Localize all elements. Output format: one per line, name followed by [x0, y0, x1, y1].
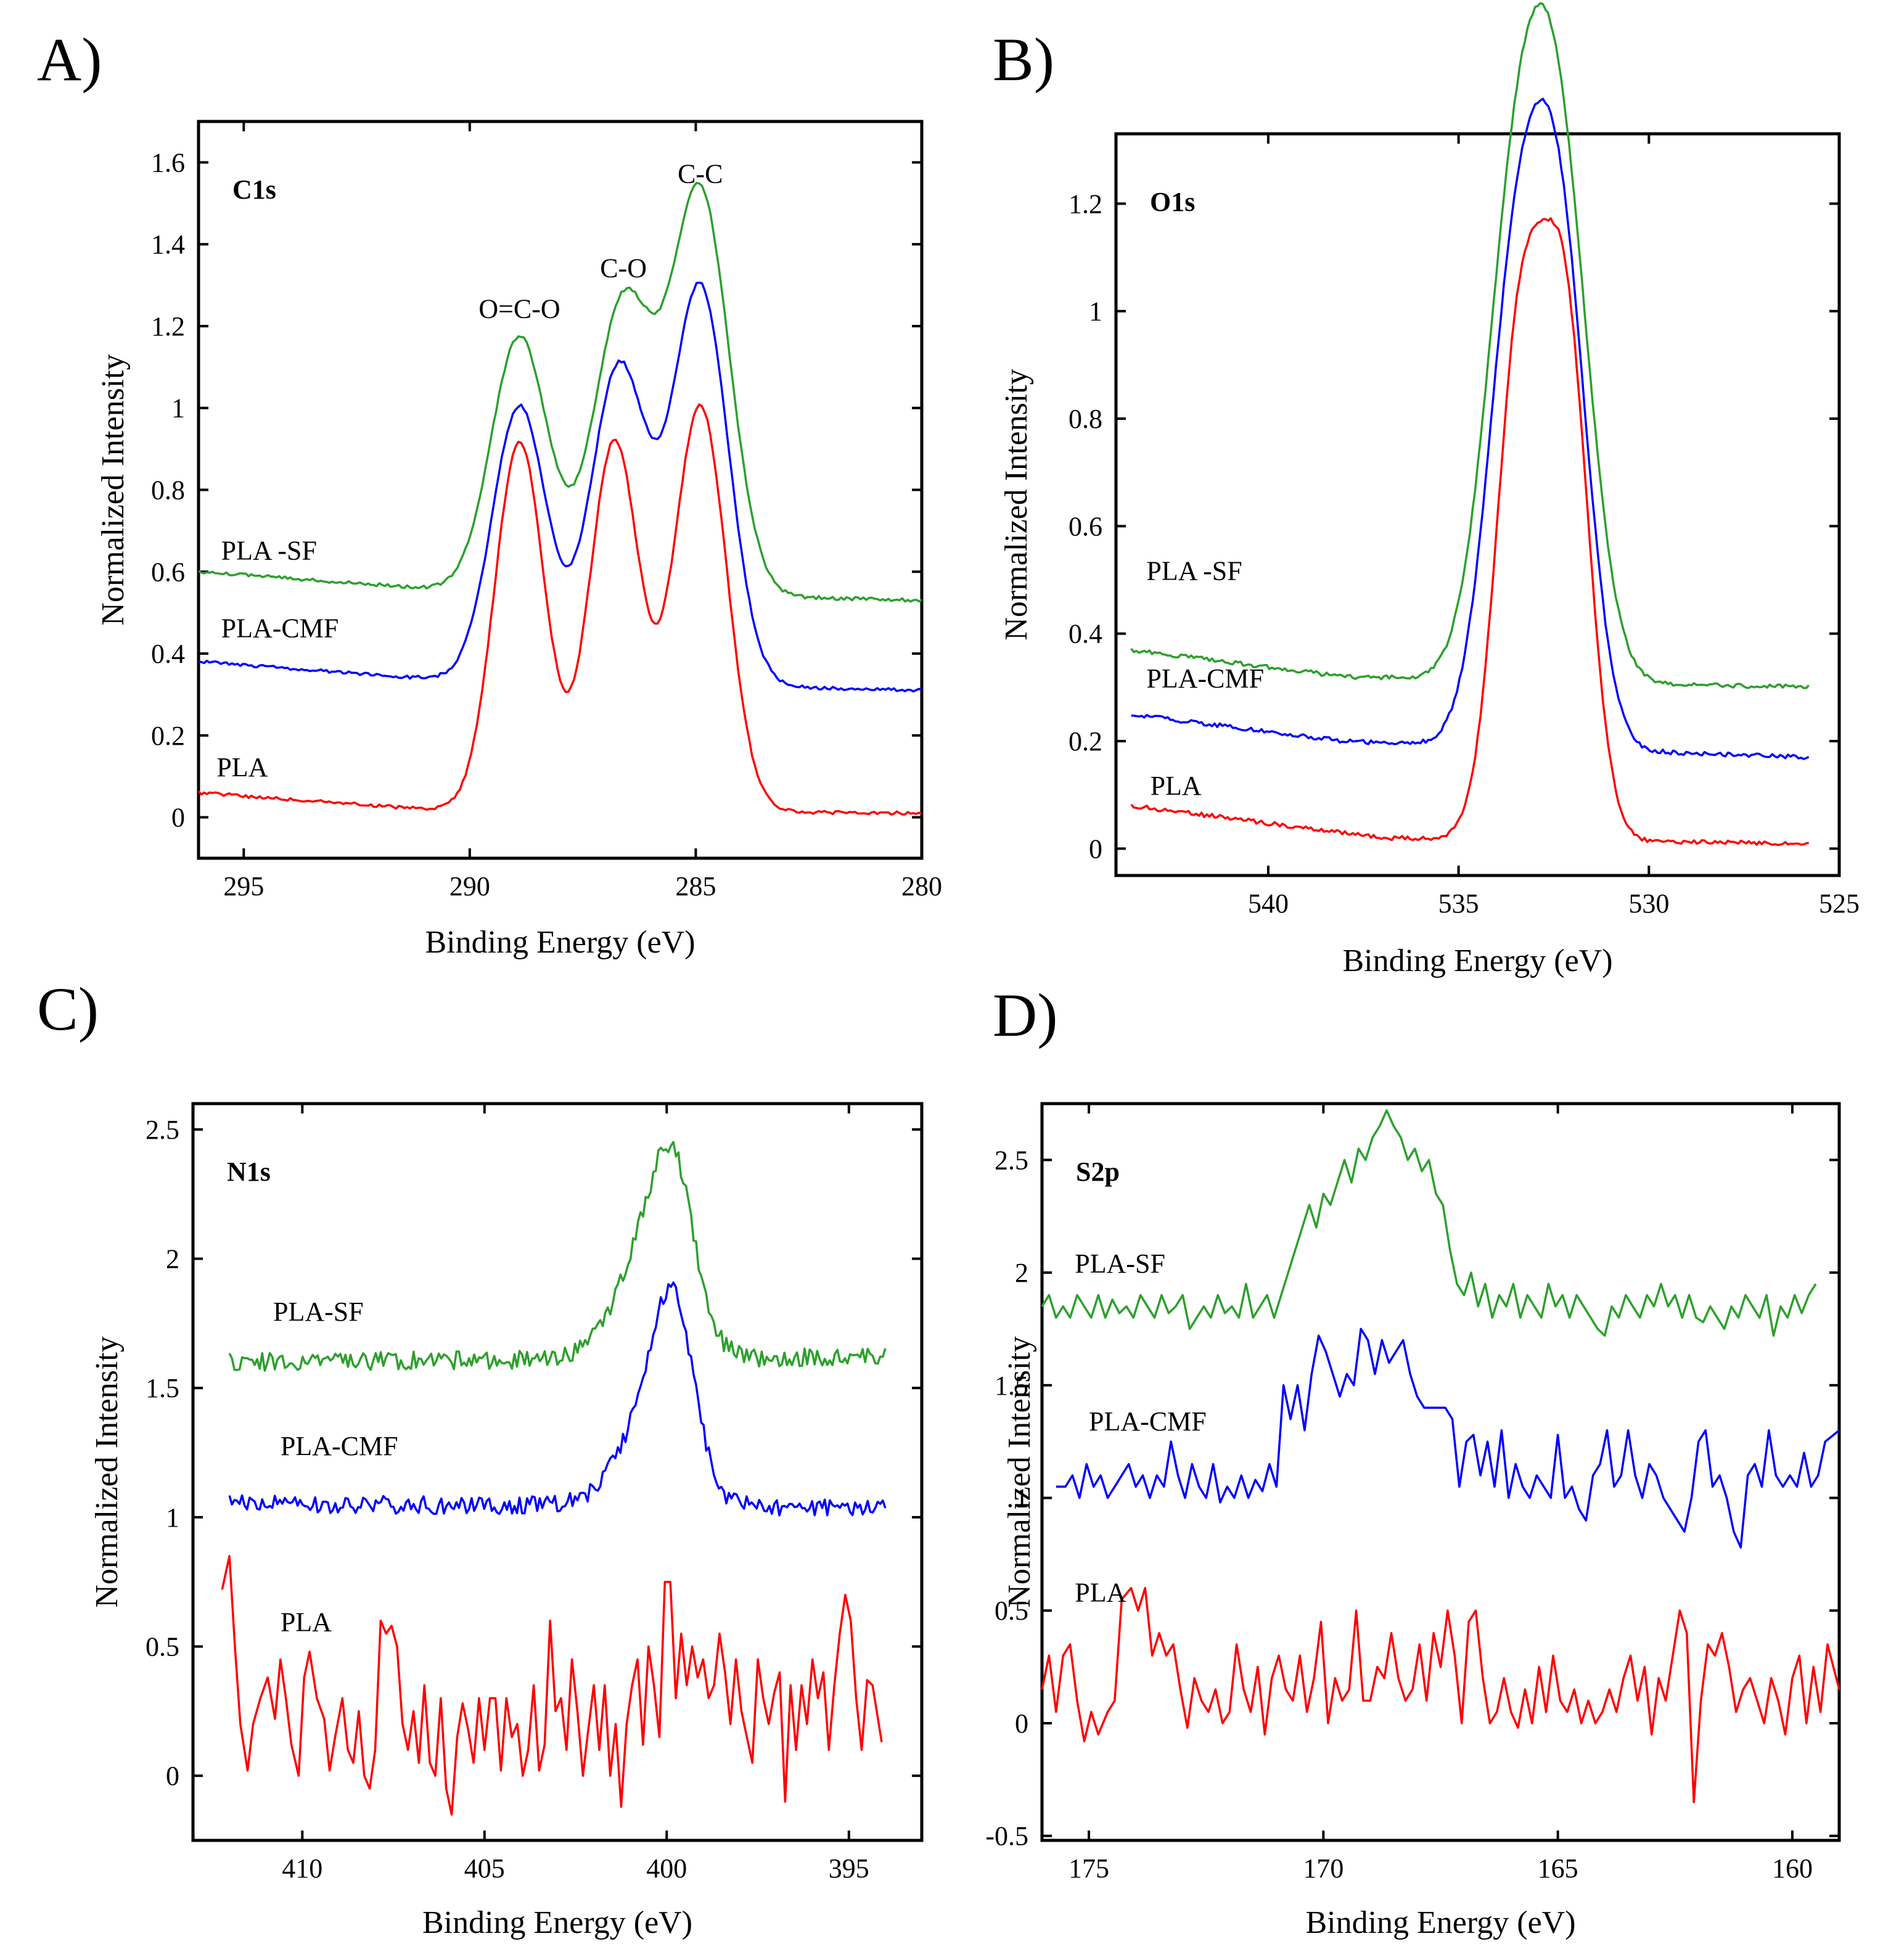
y-axis-title: Normalized Intensity	[96, 354, 131, 625]
y-tick-label: 0	[166, 1761, 179, 1791]
element-label: O1s	[1150, 187, 1195, 217]
x-tick-label: 285	[675, 871, 716, 901]
y-tick-label: 2	[1015, 1258, 1028, 1288]
y-tick-label: 1	[1015, 1483, 1028, 1514]
series-label-pla: PLA	[1075, 1578, 1126, 1608]
x-tick-label: 160	[1772, 1853, 1813, 1884]
panel-letter: D)	[993, 981, 1058, 1049]
y-tick-label: 1	[166, 1503, 179, 1533]
y-tick-label: -0.5	[985, 1821, 1028, 1851]
series-label-pla-sf: PLA-SF	[1075, 1249, 1165, 1279]
series-label-pla-sf: PLA-SF	[273, 1297, 364, 1327]
y-tick-label: 0	[1089, 834, 1102, 864]
y-tick-label: 0.6	[151, 557, 185, 587]
x-tick-label: 535	[1438, 888, 1479, 919]
plot-frame	[1114, 132, 1841, 877]
x-axis-title: Binding Energy (eV)	[425, 925, 695, 960]
series-line-pla	[1130, 217, 1809, 847]
y-tick-label: 0.8	[151, 475, 185, 506]
series-label-pla: PLA	[281, 1607, 332, 1637]
plot-frame	[1040, 1102, 1841, 1842]
series-line-pla-sf	[198, 181, 922, 603]
plot-frame	[197, 120, 924, 860]
y-tick-label: 1.6	[151, 147, 185, 178]
x-tick-label: 540	[1248, 888, 1289, 919]
series-label-pla-cmf: PLA-CMF	[281, 1431, 398, 1461]
panel-letter: B)	[993, 25, 1054, 94]
series-label-pla: PLA	[1151, 771, 1202, 801]
y-tick-label: 0.5	[146, 1632, 179, 1662]
panel-c: C) 410 405 400 395 0 0.5 1 1.5 2 2.5 Binding Energy…	[37, 975, 924, 1940]
series-label-pla-cmf: PLA-CMF	[1089, 1406, 1207, 1437]
series-line-pla	[221, 1555, 883, 1816]
y-axis-title: Normalized Intensity	[1002, 1336, 1037, 1607]
y-tick-label: 1.5	[146, 1373, 179, 1403]
y-tick-label: 0.5	[995, 1596, 1028, 1626]
series-line-pla-cmf	[1056, 1327, 1840, 1549]
y-tick-label: 1	[1089, 297, 1102, 327]
panel-d: D) 175 170 165 160 -0.5 0 0.5 1 1.5 2 2.5 Binding En…	[985, 981, 1841, 1940]
element-label: C1s	[232, 174, 276, 205]
y-tick-label: 0	[1015, 1708, 1028, 1739]
series-line-pla	[197, 403, 922, 816]
x-axis-title: Binding Energy (eV)	[1342, 943, 1612, 978]
x-tick-label: 170	[1303, 1853, 1344, 1884]
x-tick-label: 400	[646, 1853, 687, 1884]
y-tick-label: 0.8	[1069, 404, 1102, 434]
y-tick-label: 0.4	[1069, 619, 1102, 649]
x-tick-label: 165	[1538, 1853, 1578, 1884]
series-label-pla-sf: PLA -SF	[1146, 556, 1242, 586]
y-tick-label: 2.5	[146, 1115, 179, 1145]
y-tick-label: 1	[171, 393, 185, 424]
y-tick-label: 0.2	[1069, 726, 1102, 757]
series-line-pla-sf	[228, 1141, 887, 1372]
x-tick-label: 295	[223, 871, 264, 901]
y-tick-label: 2	[166, 1244, 179, 1274]
y-tick-label: 1.2	[151, 311, 185, 342]
x-tick-label: 410	[282, 1853, 322, 1884]
y-axis-title: Normalized Intensity	[999, 369, 1034, 640]
y-tick-label: 2.5	[995, 1145, 1028, 1175]
y-tick-label: 0.4	[151, 639, 185, 669]
element-label: S2p	[1076, 1157, 1120, 1187]
y-tick-label: 0.2	[151, 721, 185, 751]
series-line-pla-cmf	[198, 281, 922, 693]
y-tick-label: 1.2	[1069, 189, 1102, 219]
peak-label-c-o: C-O	[600, 253, 647, 283]
x-tick-label: 525	[1819, 888, 1860, 919]
peak-label-o-c-o: O=C-O	[478, 294, 560, 324]
y-tick-label: 1.4	[151, 229, 185, 260]
peak-label-c-c: C-C	[678, 159, 723, 189]
x-tick-label: 175	[1069, 1853, 1109, 1884]
x-tick-label: 530	[1628, 888, 1669, 919]
panel-letter: C)	[37, 975, 99, 1043]
y-tick-label: 0.6	[1069, 511, 1102, 541]
series-line-pla	[1041, 1586, 1840, 1803]
series-label-pla-sf: PLA -SF	[221, 535, 317, 565]
x-axis-title: Binding Energy (eV)	[1305, 1905, 1575, 1940]
y-tick-label: 0	[171, 803, 185, 833]
series-line-pla-cmf	[228, 1281, 887, 1517]
series-label-pla: PLA	[216, 752, 268, 782]
element-label: N1s	[227, 1157, 271, 1187]
series-label-pla-cmf: PLA-CMF	[1146, 663, 1264, 694]
series-line-pla-sf	[1130, 2, 1810, 689]
y-axis-title: Normalized Intensity	[89, 1336, 125, 1607]
panel-letter: A)	[37, 25, 102, 94]
plot-frame	[191, 1102, 924, 1842]
series-line-pla-sf	[1041, 1109, 1817, 1337]
panel-a: A) 295 290 285 280 0 0.2 0.4 0.6 0.8 1 1.2 1.4 1.6 Bin…	[37, 25, 942, 960]
series-label-pla-cmf: PLA-CMF	[221, 613, 339, 644]
x-tick-label: 290	[449, 871, 490, 901]
x-tick-label: 395	[829, 1853, 869, 1884]
x-tick-label: 280	[901, 871, 942, 901]
series-line-pla-cmf	[1131, 97, 1810, 760]
x-axis-title: Binding Energy (eV)	[422, 1905, 692, 1940]
panel-b: B) 540 535 530 525 0 0.2 0.4 0.6 0.8 1 1.2 Binding E…	[993, 2, 1860, 978]
x-tick-label: 405	[464, 1853, 505, 1884]
y-tick-label: 1.5	[995, 1371, 1028, 1401]
